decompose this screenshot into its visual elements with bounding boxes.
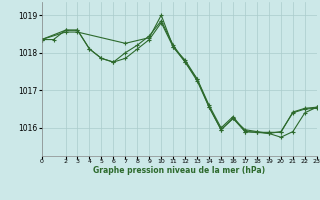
- X-axis label: Graphe pression niveau de la mer (hPa): Graphe pression niveau de la mer (hPa): [93, 166, 265, 175]
